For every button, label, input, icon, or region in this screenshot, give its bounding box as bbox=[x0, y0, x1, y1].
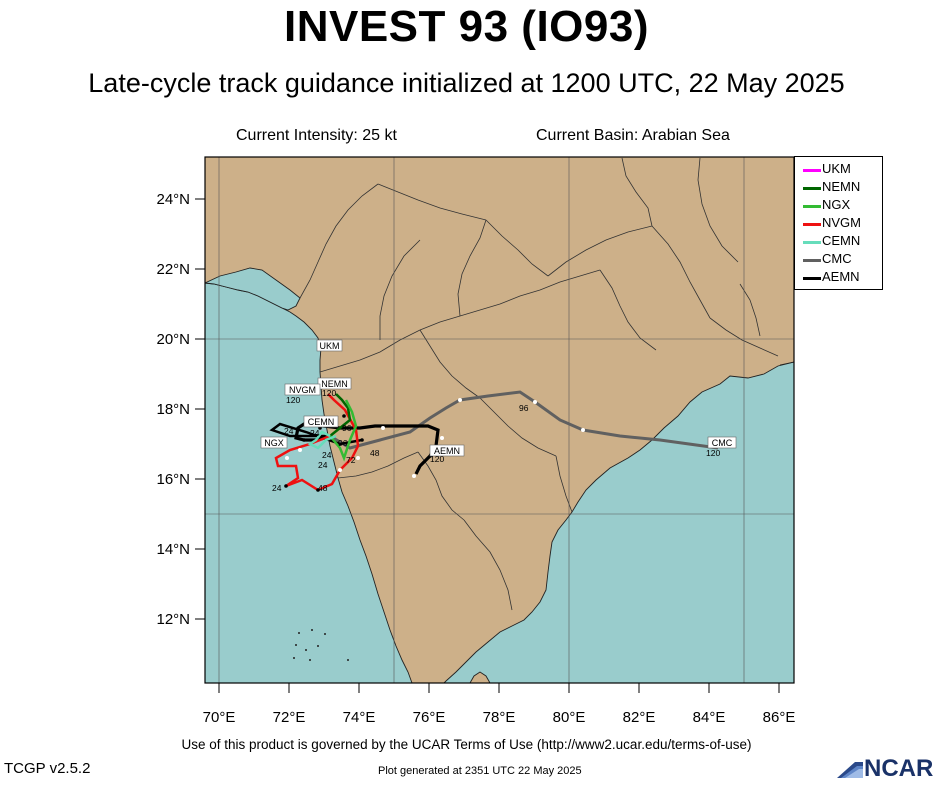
hour-label: 120 bbox=[286, 395, 300, 405]
page-subtitle: Late-cycle track guidance initialized at… bbox=[88, 68, 845, 98]
legend-swatch bbox=[803, 241, 821, 244]
ncar-logo-icon: NCAR bbox=[837, 755, 933, 782]
hour-label: 24 bbox=[322, 450, 332, 460]
page-title: INVEST 93 (IO93) bbox=[283, 2, 649, 51]
lat-label: 14°N bbox=[156, 541, 190, 558]
legend-label: CEMN bbox=[822, 233, 861, 248]
hour-label: 24 bbox=[318, 460, 328, 470]
legend: UKM NEMN NGX NVGM CEMN CMC AEMN bbox=[794, 156, 883, 290]
legend-swatch bbox=[803, 223, 821, 226]
lat-label: 16°N bbox=[156, 471, 190, 488]
aemn-map-label: AEMN bbox=[434, 446, 460, 456]
model-label-nemn: NEMN bbox=[317, 377, 352, 390]
track-ngx bbox=[329, 399, 358, 462]
hour-label: 24 bbox=[284, 426, 294, 436]
hour-label: 48 bbox=[318, 483, 328, 493]
lon-label: 74°E bbox=[343, 709, 376, 726]
lakshadweep-islands bbox=[293, 629, 349, 661]
legend-swatch bbox=[803, 205, 821, 208]
current-basin: Current Basin: Arabian Sea bbox=[536, 127, 730, 144]
track-cemn bbox=[307, 430, 337, 450]
hour-label: 24 bbox=[272, 483, 282, 493]
lon-label: 80°E bbox=[553, 709, 586, 726]
axis-ticks bbox=[195, 198, 780, 693]
legend-swatch bbox=[803, 187, 821, 190]
legend-label: NEMN bbox=[822, 179, 861, 194]
track-aemn-2 bbox=[269, 422, 363, 446]
legend-swatch bbox=[803, 277, 821, 280]
grid-lines bbox=[205, 157, 794, 683]
state-boundaries bbox=[299, 157, 779, 611]
nvgm-map-label: NVGM bbox=[289, 385, 316, 395]
hour-label: 24 bbox=[310, 428, 320, 438]
track-cmc bbox=[329, 390, 719, 450]
legend-label: NVGM bbox=[822, 215, 861, 230]
model-label-ngx: NGX bbox=[260, 436, 288, 449]
lon-label: 82°E bbox=[623, 709, 656, 726]
track-nemn bbox=[329, 393, 352, 437]
forecast-hour-labels: 120 120 96 96 120 24 24 48 48 24 24 72 9… bbox=[272, 388, 720, 493]
ncar-logo-text: NCAR bbox=[864, 755, 933, 780]
land-srilanka bbox=[469, 671, 491, 683]
legend-label: AEMN bbox=[822, 269, 860, 284]
version-label: TCGP v2.5.2 bbox=[4, 760, 91, 777]
hour-label: 96 bbox=[338, 438, 348, 448]
legend-swatch bbox=[803, 259, 821, 262]
generated-timestamp: Plot generated at 2351 UTC 22 May 2025 bbox=[378, 765, 582, 777]
lon-label: 72°E bbox=[273, 709, 306, 726]
lon-label: 84°E bbox=[693, 709, 726, 726]
model-label-ukm: UKM bbox=[316, 339, 343, 352]
hour-label: 96 bbox=[342, 423, 352, 433]
hour-label: 120 bbox=[322, 388, 336, 398]
model-label-cemn: CEMN bbox=[303, 415, 339, 428]
land-india bbox=[205, 157, 794, 683]
legend-swatch bbox=[803, 169, 821, 172]
lon-label: 78°E bbox=[483, 709, 516, 726]
lon-label: 86°E bbox=[763, 709, 796, 726]
legend-label: UKM bbox=[822, 161, 851, 176]
lat-label: 18°N bbox=[156, 401, 190, 418]
cmc-map-label: CMC bbox=[712, 438, 733, 448]
hour-label: 48 bbox=[370, 448, 380, 458]
track-points bbox=[285, 398, 585, 478]
hour-label: 96 bbox=[519, 403, 529, 413]
ukm-map-label: UKM bbox=[320, 341, 340, 351]
ngx-map-label: NGX bbox=[264, 438, 284, 448]
lon-label: 76°E bbox=[413, 709, 446, 726]
hour-label: 120 bbox=[706, 448, 720, 458]
track-nvgm bbox=[274, 393, 360, 492]
lat-label: 12°N bbox=[156, 611, 190, 628]
legend-label: CMC bbox=[822, 251, 852, 266]
model-label-aemn: AEMN bbox=[429, 444, 465, 457]
gulf-cambay bbox=[205, 267, 301, 311]
coast-east bbox=[779, 361, 794, 366]
legend-label: NGX bbox=[822, 197, 851, 212]
terms-of-use: Use of this product is governed by the U… bbox=[181, 737, 752, 752]
hour-label: 72 bbox=[346, 455, 356, 465]
lon-label: 70°E bbox=[203, 709, 236, 726]
model-label-nvgm: NVGM bbox=[284, 383, 321, 396]
current-intensity: Current Intensity: 25 kt bbox=[236, 127, 397, 144]
lat-label: 24°N bbox=[156, 191, 190, 208]
lat-label: 20°N bbox=[156, 331, 190, 348]
nemn-map-label: NEMN bbox=[321, 379, 348, 389]
ncar-logo: NCAR bbox=[833, 748, 933, 782]
cemn-map-label: CEMN bbox=[308, 417, 335, 427]
hour-label: 120 bbox=[430, 454, 444, 464]
lat-label: 22°N bbox=[156, 261, 190, 278]
model-label-cmc: CMC bbox=[707, 436, 737, 449]
